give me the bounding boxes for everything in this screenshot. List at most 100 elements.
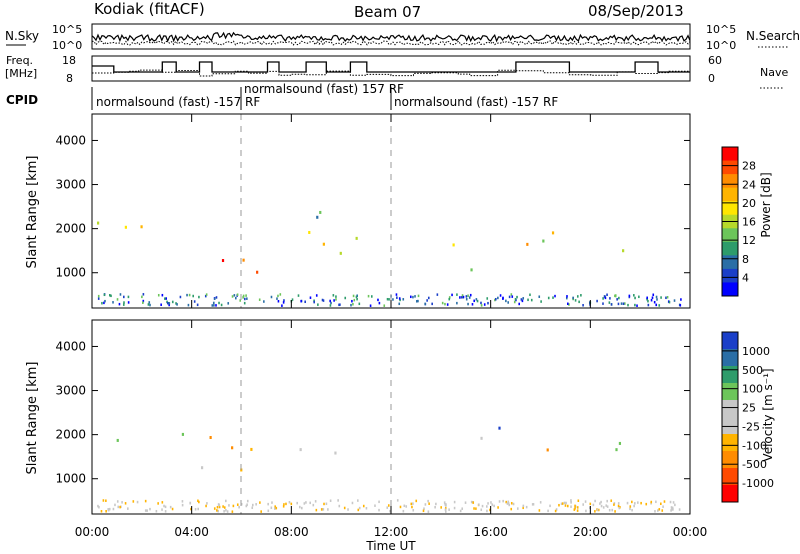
ground-cell — [276, 297, 278, 300]
ground-cell — [614, 510, 616, 513]
freq-trace — [92, 61, 690, 73]
ground-cell — [387, 504, 390, 507]
ground-cell — [149, 303, 151, 307]
ground-cell — [218, 301, 220, 305]
ground-cell — [142, 301, 144, 304]
ground-cell — [626, 501, 629, 505]
ground-cell — [646, 296, 648, 300]
ground-cell — [362, 504, 365, 508]
ground-cell — [445, 503, 447, 506]
data-cell — [319, 210, 322, 214]
ground-cell — [392, 298, 394, 301]
ground-cell — [344, 296, 347, 300]
cpid-segment-3: normalsound (fast) -157 RF — [394, 95, 558, 109]
colorbar-swatch — [722, 332, 738, 350]
ground-cell — [552, 296, 554, 299]
ground-cell — [493, 504, 495, 508]
ground-cell — [653, 300, 656, 304]
velocity-y-label: Slant Range [km] — [25, 362, 40, 475]
ground-cell — [435, 502, 437, 506]
ground-cell — [522, 506, 524, 510]
time-tick-label: 00:00 — [673, 525, 708, 539]
ground-cell — [315, 508, 318, 512]
data-cell — [200, 466, 204, 470]
ground-cell — [263, 300, 265, 303]
ground-cell — [107, 508, 110, 511]
ground-cell — [149, 507, 151, 511]
ground-cell — [305, 501, 307, 504]
ground-cell — [469, 293, 472, 297]
ground-cell — [267, 502, 269, 506]
ground-cell — [271, 501, 273, 504]
ground-cell — [231, 510, 234, 513]
ground-cell — [297, 294, 300, 297]
ground-cell — [522, 504, 525, 508]
ground-cell — [169, 505, 172, 509]
data-cell — [355, 236, 358, 240]
ground-cell — [540, 300, 542, 303]
ground-cell — [105, 510, 107, 513]
ground-cell — [222, 505, 224, 508]
ground-cell — [431, 302, 433, 306]
ground-cell — [502, 499, 504, 503]
ground-cell — [187, 303, 190, 307]
ground-cell — [279, 293, 282, 296]
noise-right-tick-low: 10^0 — [706, 39, 736, 52]
ground-cell — [511, 295, 514, 298]
ground-cell — [461, 294, 464, 297]
ground-cell — [567, 302, 569, 306]
ground-cell — [473, 507, 475, 510]
ground-cell — [600, 500, 602, 504]
ground-cell — [424, 503, 427, 506]
ground-cell — [144, 509, 147, 512]
ground-cell — [267, 509, 270, 513]
nsky-trace — [91, 31, 691, 43]
ground-cell — [651, 296, 654, 299]
ground-cell — [227, 302, 230, 305]
ground-cell — [539, 501, 542, 504]
ground-cell — [508, 503, 510, 507]
ground-cell — [606, 499, 608, 503]
velocity-colorbar-label: Velocity [m s⁻¹] — [761, 368, 775, 461]
ground-cell — [628, 294, 631, 298]
ground-cell — [424, 302, 426, 306]
ground-cell — [456, 293, 458, 296]
ground-cell — [252, 503, 254, 507]
ground-cell — [338, 303, 340, 307]
ground-cell — [510, 293, 513, 296]
ground-cell — [427, 510, 430, 513]
ground-cell — [285, 502, 287, 506]
ground-cell — [627, 303, 629, 307]
ground-cell — [441, 301, 444, 305]
ground-cell — [205, 293, 208, 296]
ground-cell — [606, 505, 609, 508]
ground-cell — [216, 509, 218, 512]
ground-cell — [673, 299, 676, 302]
ground-cell — [329, 304, 332, 307]
ground-cell — [494, 298, 496, 302]
ground-cell — [499, 294, 502, 297]
ground-cell — [157, 293, 160, 297]
ground-cell — [148, 301, 151, 304]
ground-cell — [487, 301, 489, 305]
ground-cell — [236, 503, 239, 506]
ground-cell — [655, 500, 657, 504]
ground-cell — [260, 510, 262, 513]
power-y-axis: 1000 2000 3000 4000 — [55, 133, 690, 280]
ground-cell — [398, 297, 401, 300]
ground-cell — [600, 504, 603, 508]
ground-cell — [427, 499, 429, 503]
ground-cell — [329, 499, 332, 502]
ground-cell — [97, 504, 99, 508]
ground-cell — [602, 506, 605, 509]
ground-cell — [301, 506, 303, 510]
nave-tick-high: 60 — [708, 54, 722, 67]
cpid-row: CPID normalsound (fast) -157 RF normalso… — [6, 82, 558, 110]
ground-cell — [163, 504, 165, 508]
ground-cell — [613, 502, 616, 505]
ground-cell — [378, 301, 381, 305]
ground-cell — [235, 296, 237, 300]
ground-cell — [476, 299, 479, 303]
ground-cell — [486, 297, 489, 300]
ground-cell — [459, 509, 462, 513]
